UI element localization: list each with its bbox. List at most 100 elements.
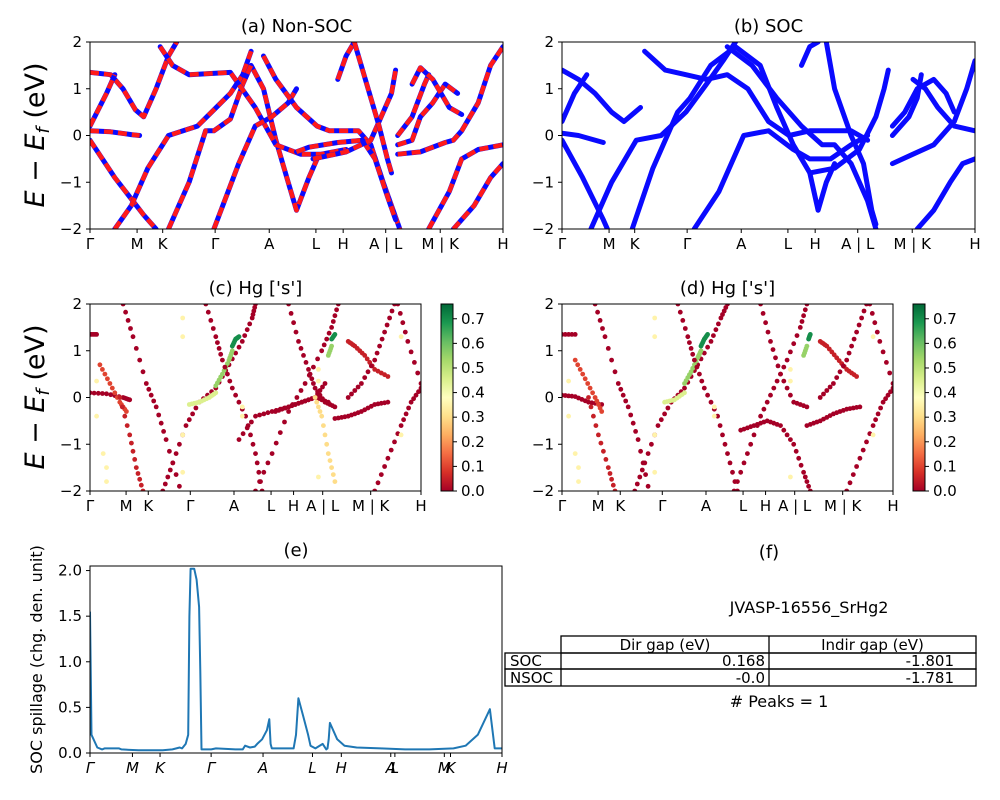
- energy-ylabel-main: E − E: [20, 396, 51, 470]
- band-point: [229, 385, 235, 391]
- panel-e-ytick-label: 0.5: [58, 698, 82, 716]
- band-line-nsoc: [158, 45, 347, 157]
- band-point: [135, 471, 141, 476]
- band-point: [598, 440, 604, 446]
- band-point: [327, 458, 333, 463]
- band-point: [122, 413, 128, 419]
- band-point: [607, 471, 613, 476]
- panel-c-xtick-label: H: [415, 497, 426, 515]
- band-point: [315, 389, 320, 395]
- band-point: [875, 411, 881, 417]
- band-point: [587, 385, 593, 391]
- panel-c-ytick-label: −2: [60, 482, 82, 500]
- panel-e-ytick-label: 1.5: [58, 607, 82, 625]
- band-point: [311, 381, 316, 386]
- panel-d-xtick-label: K: [615, 497, 626, 515]
- band-point: [398, 432, 404, 438]
- band-point: [302, 381, 308, 386]
- band-point: [711, 333, 716, 338]
- table-cell-dir: 0.168: [722, 652, 765, 670]
- band-point: [577, 367, 583, 372]
- panel-a-ytick-label: −2: [60, 220, 82, 238]
- panel-c-ytick-label: 1: [72, 342, 82, 360]
- band-point: [637, 474, 643, 480]
- band-point: [705, 344, 710, 350]
- colorbar-tick-label: 0.3: [461, 408, 485, 426]
- band-point: [618, 386, 624, 392]
- band-point: [609, 476, 614, 482]
- band-point: [745, 451, 750, 456]
- band-point: [840, 363, 846, 369]
- band-line-nsoc: [335, 42, 357, 81]
- panel-c-xtick-label: Γ: [86, 497, 95, 515]
- band-point: [652, 432, 658, 438]
- band-point: [133, 346, 139, 351]
- band-point: [883, 396, 888, 402]
- band-point: [298, 388, 304, 393]
- band-point: [332, 404, 338, 410]
- band-point: [682, 385, 687, 391]
- panel-c-frame: [89, 303, 422, 492]
- table-header-indir: Indir gap (eV): [821, 636, 924, 654]
- band-point: [277, 430, 283, 435]
- band-point: [378, 472, 384, 477]
- band-point: [711, 413, 717, 419]
- band-point: [319, 348, 325, 354]
- band-point: [798, 462, 804, 468]
- band-point: [844, 488, 850, 491]
- band-point: [788, 349, 793, 355]
- band-point: [802, 474, 808, 480]
- band-point: [329, 325, 334, 330]
- band-point: [406, 405, 411, 411]
- band-point: [316, 378, 321, 384]
- band-point: [243, 413, 249, 419]
- band-point: [575, 362, 581, 368]
- band-point: [265, 460, 271, 466]
- band-line: [562, 72, 590, 124]
- band-line: [562, 137, 610, 229]
- band-point: [119, 404, 125, 410]
- band-line: [914, 156, 975, 229]
- panel-c-xtick-label: Γ: [186, 497, 195, 515]
- band-line: [395, 81, 461, 148]
- colorbar-tick-label: 0.1: [461, 457, 485, 475]
- panel-e-ytick-label: 0.0: [58, 744, 82, 762]
- panel-a-ytick-label: −1: [60, 173, 82, 191]
- band-point: [389, 308, 395, 314]
- band-line: [807, 67, 891, 176]
- panel-d-points: [562, 304, 893, 491]
- band-point: [158, 420, 164, 426]
- band-point: [325, 399, 331, 405]
- band-point: [794, 333, 800, 338]
- panel-b-xtick-label: L: [784, 235, 793, 253]
- band-point: [259, 488, 265, 491]
- band-point: [885, 392, 891, 398]
- band-point: [388, 447, 394, 453]
- band-point: [725, 304, 730, 307]
- band-point: [385, 374, 391, 379]
- energy-ylabel-unit: (eV): [20, 325, 51, 390]
- band-point: [316, 474, 321, 480]
- panel-d-xtick-label: A: [701, 497, 712, 515]
- band-point: [418, 385, 421, 391]
- panel-b-xtick-label: K: [630, 235, 641, 253]
- band-point: [760, 311, 766, 316]
- band-point: [334, 307, 339, 313]
- band-point: [635, 437, 641, 442]
- band-point: [125, 318, 131, 323]
- band-point: [104, 391, 109, 397]
- band-point: [193, 405, 199, 411]
- band-point: [129, 440, 134, 446]
- band-point: [314, 399, 320, 405]
- colorbar-tick-label: 0.3: [933, 408, 957, 426]
- band-point: [887, 370, 893, 376]
- band-point: [324, 336, 330, 342]
- colorbar-tick-label: 0.1: [933, 457, 957, 475]
- band-point: [590, 390, 595, 396]
- band-point: [784, 357, 790, 363]
- band-point: [807, 332, 813, 337]
- band-point: [727, 460, 733, 466]
- band-point: [869, 311, 875, 316]
- panel-e-lines: [90, 567, 502, 752]
- band-point: [401, 417, 406, 423]
